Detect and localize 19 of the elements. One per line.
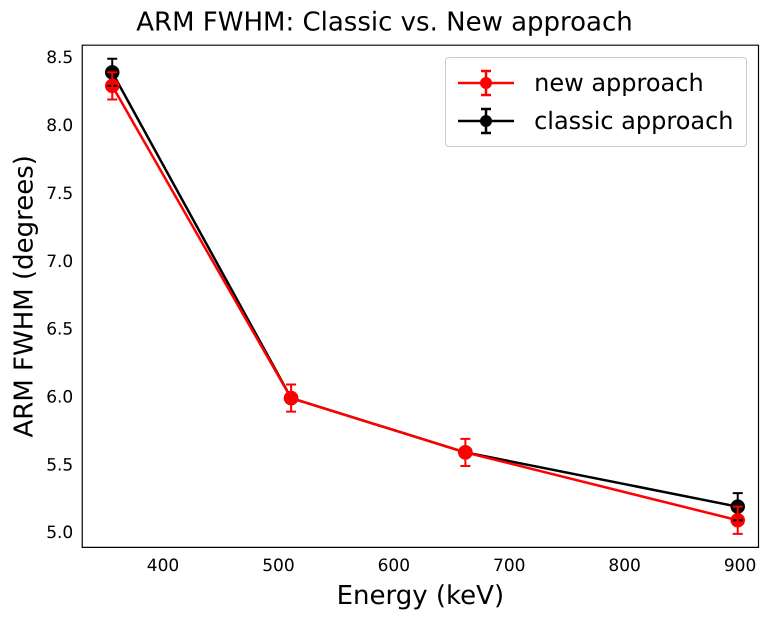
- y-tick-label: 5.5: [46, 455, 74, 476]
- chart-title: ARM FWHM: Classic vs. New approach: [136, 7, 633, 38]
- y-axis-title: ARM FWHM (degrees): [9, 155, 40, 438]
- y-tick-label: 8.0: [46, 116, 74, 136]
- y-tick-label: 5.0: [46, 523, 74, 544]
- x-tick-label: 400: [146, 556, 180, 576]
- x-tick-label: 600: [378, 556, 410, 576]
- x-tick-label: 700: [493, 556, 526, 576]
- x-tick-label: 500: [262, 556, 295, 576]
- x-axis-title: Energy (keV): [336, 581, 504, 612]
- x-tick-label: 800: [608, 556, 641, 576]
- y-tick-label: 7.0: [46, 252, 74, 272]
- legend-label: new approach: [534, 69, 704, 98]
- y-tick-label: 8.5: [46, 48, 74, 68]
- y-tick-label: 6.5: [46, 320, 74, 340]
- x-tick-label: 900: [724, 556, 756, 576]
- legend-label: classic approach: [534, 107, 734, 136]
- y-tick-label: 7.5: [46, 184, 74, 204]
- y-tick-label: 6.0: [46, 388, 74, 408]
